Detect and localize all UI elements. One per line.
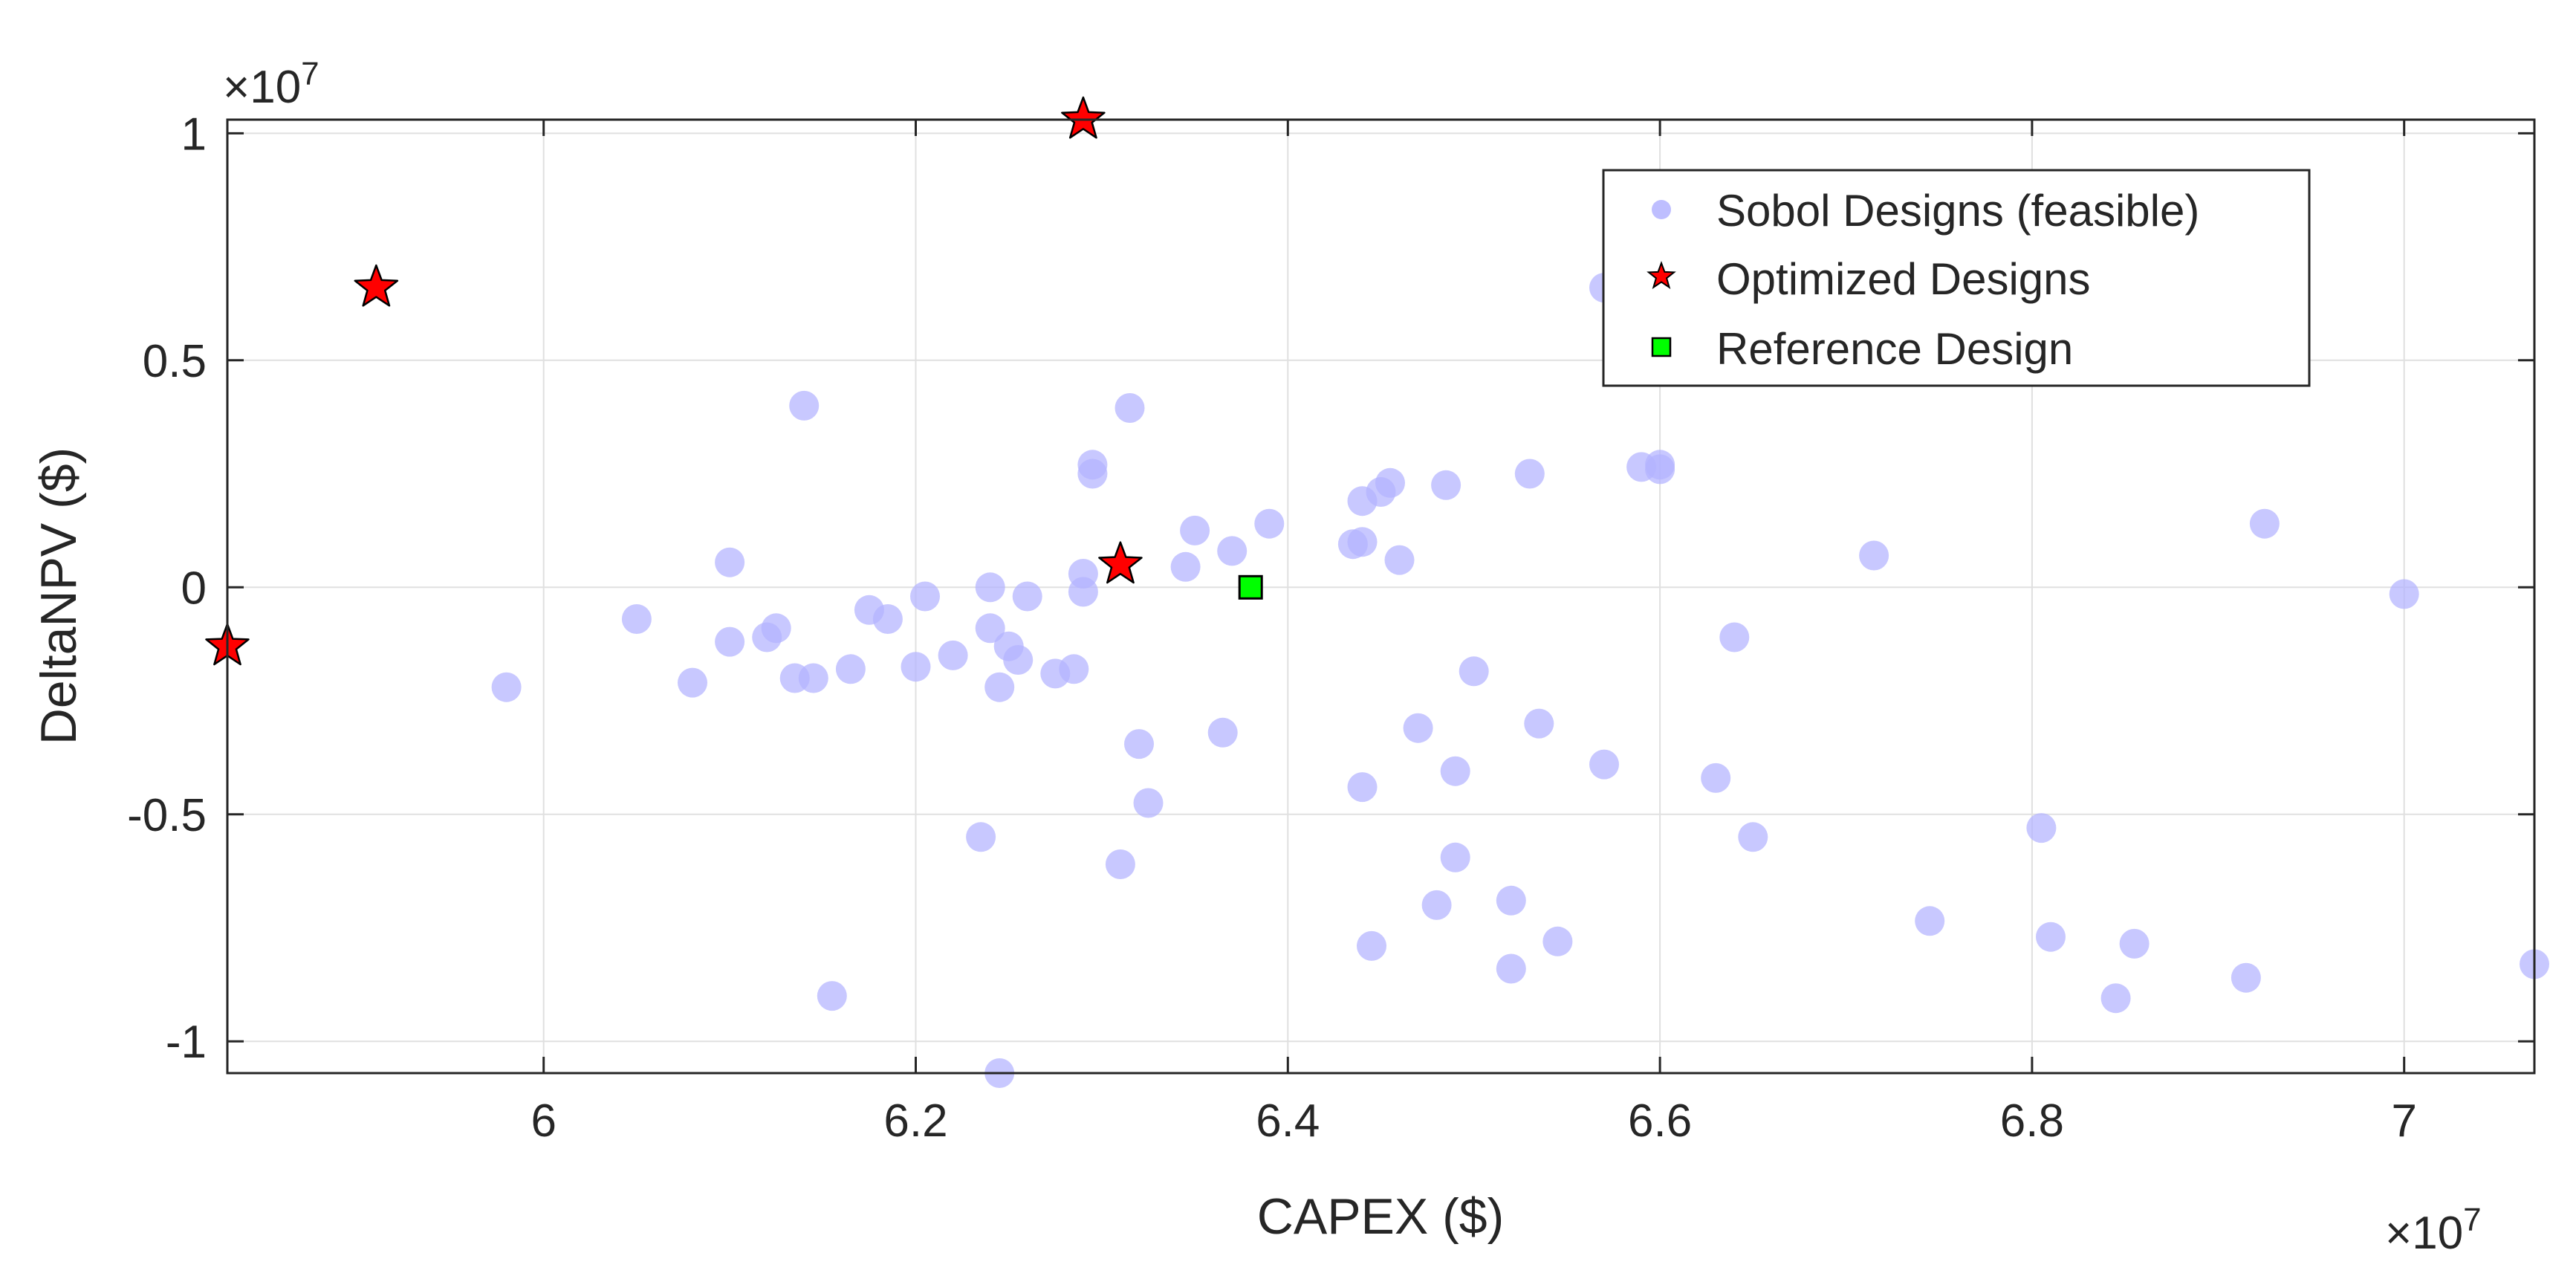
x-tick-label: 6.2 [883, 1095, 947, 1147]
y-tick-label: 1 [181, 109, 207, 160]
sobol-point [2119, 928, 2150, 959]
sobol-point [1496, 953, 1526, 984]
sobol-point [1059, 654, 1089, 684]
legend-sobol-marker [1652, 200, 1671, 219]
sobol-point [910, 581, 940, 612]
legend: Sobol Designs (feasible) Optimized Desig… [1602, 169, 2311, 387]
sobol-point [1254, 508, 1285, 539]
sobol-point [1431, 470, 1461, 500]
sobol-point [789, 390, 820, 421]
sobol-point [817, 981, 847, 1011]
legend-box [1602, 169, 2311, 387]
sobol-point [1012, 581, 1042, 612]
sobol-point [2036, 922, 2066, 952]
y-tick-label: -0.5 [127, 790, 207, 841]
sobol-series [491, 273, 2549, 1088]
x-axis-label: CAPEX ($) [1257, 1188, 1505, 1245]
sobol-point [1719, 622, 1750, 652]
sobol-point [1589, 749, 1619, 780]
sobol-point [1524, 708, 1554, 739]
x-tick-label: 6 [531, 1095, 556, 1147]
x-tick-label: 7 [2391, 1095, 2416, 1147]
sobol-point [715, 626, 745, 657]
sobol-point [1645, 454, 1675, 485]
sobol-point [1003, 645, 1034, 675]
x-exponent-power: 7 [2463, 1202, 2481, 1238]
sobol-point [2249, 508, 2280, 539]
sobol-point [1347, 772, 1378, 803]
sobol-point [1375, 467, 1405, 498]
sobol-point [872, 604, 903, 634]
sobol-point [2026, 813, 2057, 843]
x-exponent-label: ×107 [2385, 1202, 2482, 1259]
sobol-point [1514, 459, 1545, 489]
y-tick-label: 0 [181, 563, 207, 614]
y-axis-label: DeltaNPV ($) [30, 447, 87, 745]
sobol-point [1496, 885, 1526, 916]
y-exponent-power: 7 [301, 56, 319, 92]
plot-frame [226, 118, 2536, 1075]
sobol-point [1440, 756, 1470, 786]
sobol-point [975, 613, 1005, 644]
x-tick-label: 6.6 [1628, 1095, 1692, 1147]
sobol-point [1180, 515, 1210, 545]
sobol-point [1701, 762, 1731, 793]
legend-optimized-label: Optimized Designs [1716, 254, 2091, 304]
sobol-point [621, 604, 652, 634]
axis-ticks: 6 6.2 6.4 6.6 6.8 7 -1 -0.5 0 0.5 1 [127, 109, 2534, 1147]
sobol-point [2100, 983, 2131, 1014]
optimized-point [1061, 96, 1106, 139]
sobol-point [1207, 717, 1238, 748]
legend-optimized-marker [1647, 261, 1676, 289]
sobol-point [1115, 393, 1145, 423]
sobol-point [2389, 579, 2419, 609]
sobol-point [1217, 536, 1248, 566]
legend-reference-label: Reference Design [1716, 324, 2073, 374]
sobol-point [901, 652, 931, 682]
sobol-point [1124, 729, 1154, 760]
sobol-point [1170, 551, 1201, 582]
y-tick-label: 0.5 [143, 336, 207, 387]
sobol-point [1384, 545, 1415, 575]
sobol-point [2231, 962, 2261, 993]
optimized-point [354, 264, 399, 307]
sobol-point [1133, 788, 1164, 818]
sobol-point [1542, 926, 1573, 956]
y-tick-label: -1 [166, 1017, 207, 1068]
optimized-point [1098, 541, 1143, 584]
sobol-point [1738, 822, 1768, 852]
sobol-point [678, 667, 707, 698]
x-tick-label: 6.8 [2000, 1095, 2064, 1147]
sobol-point [1347, 527, 1378, 557]
sobol-point [491, 672, 522, 702]
sobol-point [1068, 577, 1098, 607]
sobol-point [1440, 842, 1470, 872]
sobol-point [1915, 906, 1945, 936]
sobol-point [835, 654, 866, 684]
reference-series [1238, 574, 1263, 600]
sobol-point [715, 547, 745, 577]
legend-sobol-label: Sobol Designs (feasible) [1716, 186, 2199, 236]
sobol-point [798, 663, 828, 693]
x-tick-label: 6.4 [1256, 1095, 1320, 1147]
sobol-point [1421, 890, 1452, 920]
sobol-point [1403, 713, 1433, 743]
sobol-point [761, 613, 791, 644]
sobol-point [1077, 459, 1108, 489]
sobol-point [1859, 540, 1889, 571]
sobol-point [1459, 656, 1489, 687]
legend-reference-marker [1651, 337, 1672, 357]
sobol-point [966, 822, 996, 852]
sobol-point [984, 672, 1015, 702]
reference-point [1238, 574, 1263, 600]
sobol-point [938, 640, 968, 670]
sobol-point [1357, 930, 1386, 961]
sobol-point [1105, 849, 1135, 879]
y-exponent-label: ×107 [223, 56, 319, 113]
sobol-point [975, 572, 1005, 603]
